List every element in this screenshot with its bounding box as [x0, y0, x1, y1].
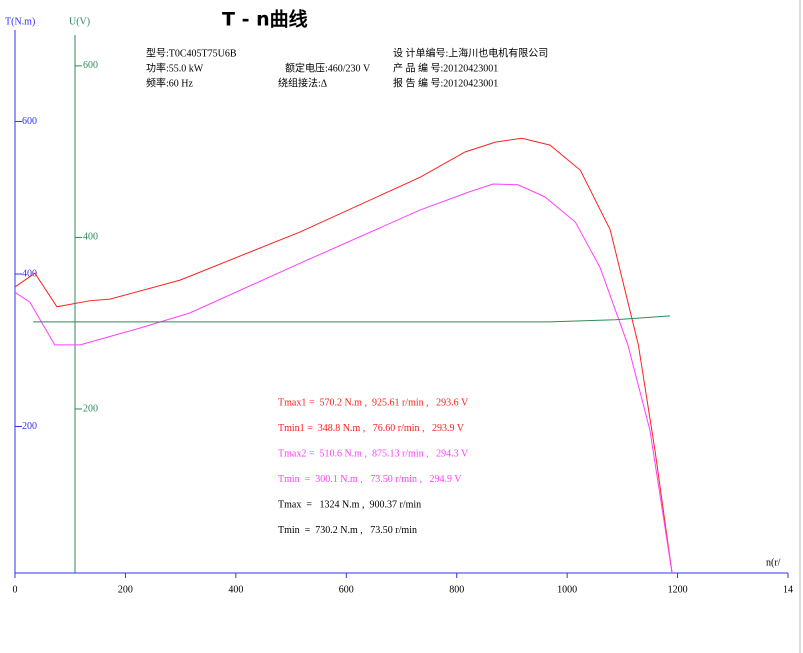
info: 频率:60 Hz [146, 76, 193, 89]
info: 报 告 编 号:20120423001 [393, 76, 498, 89]
y-tick-label: 200 [22, 421, 37, 432]
info: 绕组接法:Δ [278, 76, 328, 89]
annotation: Tmax1 = 570.2 N.m , 925.61 r/min , 293.6… [278, 397, 469, 408]
y2-tick-label: 600 [83, 60, 98, 71]
x-tick-label: 14 [783, 584, 793, 595]
y-tick-label: 600 [22, 116, 37, 127]
info: 功率:55.0 kW [146, 61, 204, 74]
annotation: Tmin = 730.2 N.m , 73.50 r/min [278, 525, 417, 536]
info: 型号:T0C405T75U6B [146, 46, 237, 59]
y2-tick-label: 400 [83, 232, 98, 243]
x-tick-label: 200 [118, 584, 133, 595]
y-axis-label: T(N.m) [5, 16, 35, 27]
y-tick-label: 400 [22, 268, 37, 279]
annotation: Tmax2 = 510.6 N.m , 875.13 r/min , 294.3… [278, 448, 469, 459]
line [14, 137, 673, 573]
info: 设 计单编号:上海川也电机有限公司 [393, 46, 548, 59]
x-tick-label: 800 [449, 584, 464, 595]
x-tick-label: 1200 [668, 584, 688, 595]
x-tick-label: 0 [13, 584, 18, 595]
y2-tick-label: 200 [83, 403, 98, 414]
line [33, 315, 670, 323]
line [14, 183, 673, 573]
x-tick-label: 600 [339, 584, 354, 595]
y2-axis-label: U(V) [69, 16, 90, 27]
annotation: Tmin1 = 348.8 N.m , 76.60 r/min , 293.9 … [278, 423, 465, 434]
info: 产 品 编 号:20120423001 [393, 61, 498, 74]
x-tick-label: 1000 [557, 584, 577, 595]
x-tick-label: 400 [228, 584, 243, 595]
annotation: Tmin = 300.1 N.m , 73.50 r/min , 294.9 V [278, 474, 462, 485]
info: 额定电压:460/230 V [285, 61, 371, 74]
x-axis-label: n(r/ [766, 557, 781, 568]
annotation: Tmax = 1324 N.m , 900.37 r/min [278, 499, 421, 510]
chart-title: T - n曲线 [222, 8, 308, 31]
